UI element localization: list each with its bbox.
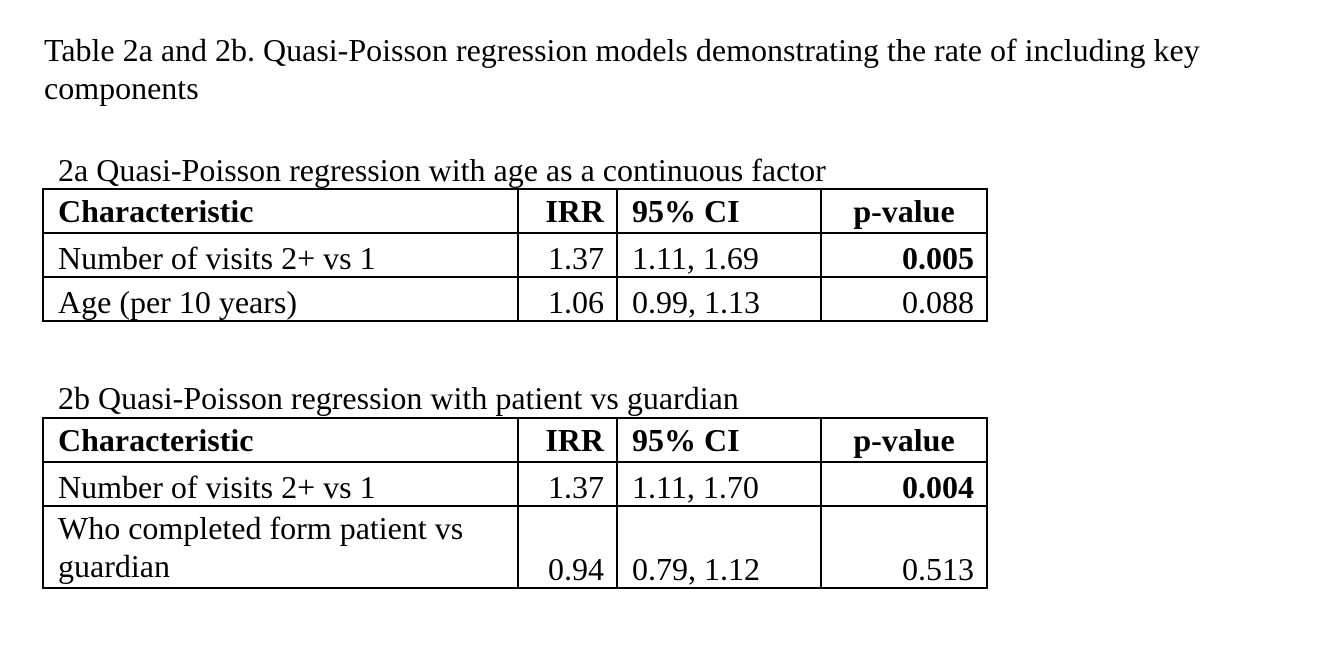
header-p-value: p-value bbox=[820, 188, 988, 234]
header-p-value: p-value bbox=[820, 417, 988, 463]
table-2b-caption: 2b Quasi-Poisson regression with patient… bbox=[58, 380, 739, 416]
cell-p-value: 0.513 bbox=[820, 505, 988, 589]
cell-characteristic: Number of visits 2+ vs 1 bbox=[42, 461, 519, 507]
table-row: Who completed form patient vs guardian 0… bbox=[42, 505, 988, 589]
header-characteristic: Characteristic bbox=[42, 188, 519, 234]
cell-p-value: 0.005 bbox=[820, 232, 988, 278]
table-row: Number of visits 2+ vs 1 1.37 1.11, 1.69… bbox=[42, 232, 988, 278]
cell-ci: 1.11, 1.70 bbox=[616, 461, 822, 507]
cell-ci: 0.79, 1.12 bbox=[616, 505, 822, 589]
cell-p-value: 0.088 bbox=[820, 276, 988, 322]
table-2b: Characteristic IRR 95% CI p-value Number… bbox=[42, 417, 988, 589]
cell-irr: 1.37 bbox=[517, 232, 618, 278]
header-irr: IRR bbox=[517, 417, 618, 463]
header-irr: IRR bbox=[517, 188, 618, 234]
table-row: Number of visits 2+ vs 1 1.37 1.11, 1.70… bbox=[42, 461, 988, 507]
header-ci: 95% CI bbox=[616, 188, 822, 234]
table-header-row: Characteristic IRR 95% CI p-value bbox=[42, 417, 988, 463]
cell-p-value: 0.004 bbox=[820, 461, 988, 507]
table-row: Age (per 10 years) 1.06 0.99, 1.13 0.088 bbox=[42, 276, 988, 322]
cell-irr: 0.94 bbox=[517, 505, 618, 589]
cell-irr: 1.37 bbox=[517, 461, 618, 507]
header-characteristic: Characteristic bbox=[42, 417, 519, 463]
table-2a: Characteristic IRR 95% CI p-value Number… bbox=[42, 188, 988, 322]
cell-characteristic: Who completed form patient vs guardian bbox=[42, 505, 519, 589]
cell-ci: 0.99, 1.13 bbox=[616, 276, 822, 322]
table-header-row: Characteristic IRR 95% CI p-value bbox=[42, 188, 988, 234]
cell-ci: 1.11, 1.69 bbox=[616, 232, 822, 278]
cell-characteristic: Age (per 10 years) bbox=[42, 276, 519, 322]
document-title: Table 2a and 2b. Quasi-Poisson regressio… bbox=[44, 32, 1200, 106]
cell-characteristic: Number of visits 2+ vs 1 bbox=[42, 232, 519, 278]
table-2a-caption: 2a Quasi-Poisson regression with age as … bbox=[58, 152, 826, 188]
cell-irr: 1.06 bbox=[517, 276, 618, 322]
header-ci: 95% CI bbox=[616, 417, 822, 463]
